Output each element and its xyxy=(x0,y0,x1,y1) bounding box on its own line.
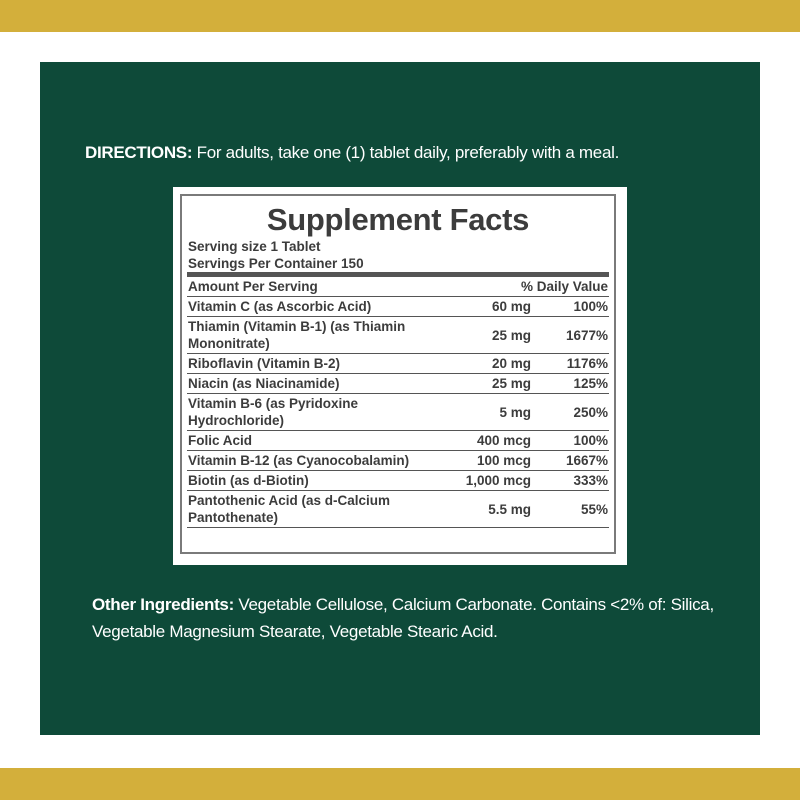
facts-row: Biotin (as d-Biotin) 1,000 mcg 333% xyxy=(187,470,609,491)
nutrient-name: Vitamin C (as Ascorbic Acid) xyxy=(187,296,454,317)
facts-row: Vitamin B-12 (as Cyanocobalamin) 100 mcg 1… xyxy=(187,450,609,471)
nutrient-name: Folic Acid xyxy=(187,430,454,451)
facts-panel: Supplement Facts Serving size 1 Tablet S… xyxy=(173,187,627,565)
nutrient-amount: 1,000 mcg xyxy=(454,470,545,491)
facts-row: Folic Acid 400 mcg 100% xyxy=(187,430,609,451)
nutrient-amount: 25 mg xyxy=(454,373,545,394)
nutrient-dv: 100% xyxy=(545,296,609,317)
nutrient-amount: 20 mg xyxy=(454,353,545,374)
nutrient-name: Pantothenic Acid (as d-Calcium Pantothen… xyxy=(187,490,454,528)
nutrient-name: Vitamin B-12 (as Cyanocobalamin) xyxy=(187,450,454,471)
nutrient-amount: 5 mg xyxy=(454,393,545,431)
directions-label: DIRECTIONS: xyxy=(85,143,193,162)
nutrient-name: Riboflavin (Vitamin B-2) xyxy=(187,353,454,374)
facts-box: Supplement Facts Serving size 1 Tablet S… xyxy=(180,194,616,554)
directions: DIRECTIONS: For adults, take one (1) tab… xyxy=(85,139,725,166)
bottom-band xyxy=(0,768,800,800)
top-band xyxy=(0,0,800,32)
facts-table: Amount Per Serving % Daily Value Vitamin… xyxy=(187,272,609,528)
facts-row: Vitamin C (as Ascorbic Acid) 60 mg 100% xyxy=(187,296,609,317)
other-ingredients: Other Ingredients: Vegetable Cellulose, … xyxy=(92,591,722,645)
amount-header: Amount Per Serving xyxy=(187,272,454,297)
nutrient-dv: 55% xyxy=(545,490,609,528)
servings-per-container: Servings Per Container 150 xyxy=(188,256,364,271)
dv-header: % Daily Value xyxy=(454,272,609,297)
facts-row: Riboflavin (Vitamin B-2) 20 mg 1176% xyxy=(187,353,609,374)
nutrient-amount: 100 mcg xyxy=(454,450,545,471)
nutrient-amount: 5.5 mg xyxy=(454,490,545,528)
facts-row: Niacin (as Niacinamide) 25 mg 125% xyxy=(187,373,609,394)
other-ingredients-text: Vegetable Cellulose, Calcium Carbonate. … xyxy=(92,595,714,641)
other-ingredients-label: Other Ingredients: xyxy=(92,595,234,614)
header-row: Amount Per Serving % Daily Value xyxy=(187,272,609,297)
facts-rows: Amount Per Serving % Daily Value Vitamin… xyxy=(187,272,609,528)
nutrient-dv: 125% xyxy=(545,373,609,394)
nutrient-name: Niacin (as Niacinamide) xyxy=(187,373,454,394)
facts-row: Pantothenic Acid (as d-Calcium Pantothen… xyxy=(187,490,609,528)
nutrient-dv: 1667% xyxy=(545,450,609,471)
nutrient-name: Vitamin B-6 (as Pyridoxine Hydrochloride… xyxy=(187,393,454,431)
nutrient-amount: 25 mg xyxy=(454,316,545,354)
facts-title: Supplement Facts xyxy=(266,202,530,237)
nutrient-amount: 60 mg xyxy=(454,296,545,317)
nutrient-name: Thiamin (Vitamin B-1) (as Thiamin Mononi… xyxy=(187,316,454,354)
directions-text: For adults, take one (1) tablet daily, p… xyxy=(196,143,620,162)
serving-size: Serving size 1 Tablet xyxy=(188,239,321,254)
facts-row: Vitamin B-6 (as Pyridoxine Hydrochloride… xyxy=(187,393,609,431)
nutrient-dv: 100% xyxy=(545,430,609,451)
nutrient-name: Biotin (as d-Biotin) xyxy=(187,470,454,491)
nutrient-dv: 333% xyxy=(545,470,609,491)
nutrient-dv: 1176% xyxy=(545,353,609,374)
nutrient-dv: 1677% xyxy=(545,316,609,354)
nutrient-dv: 250% xyxy=(545,393,609,431)
facts-row: Thiamin (Vitamin B-1) (as Thiamin Mononi… xyxy=(187,316,609,354)
nutrient-amount: 400 mcg xyxy=(454,430,545,451)
